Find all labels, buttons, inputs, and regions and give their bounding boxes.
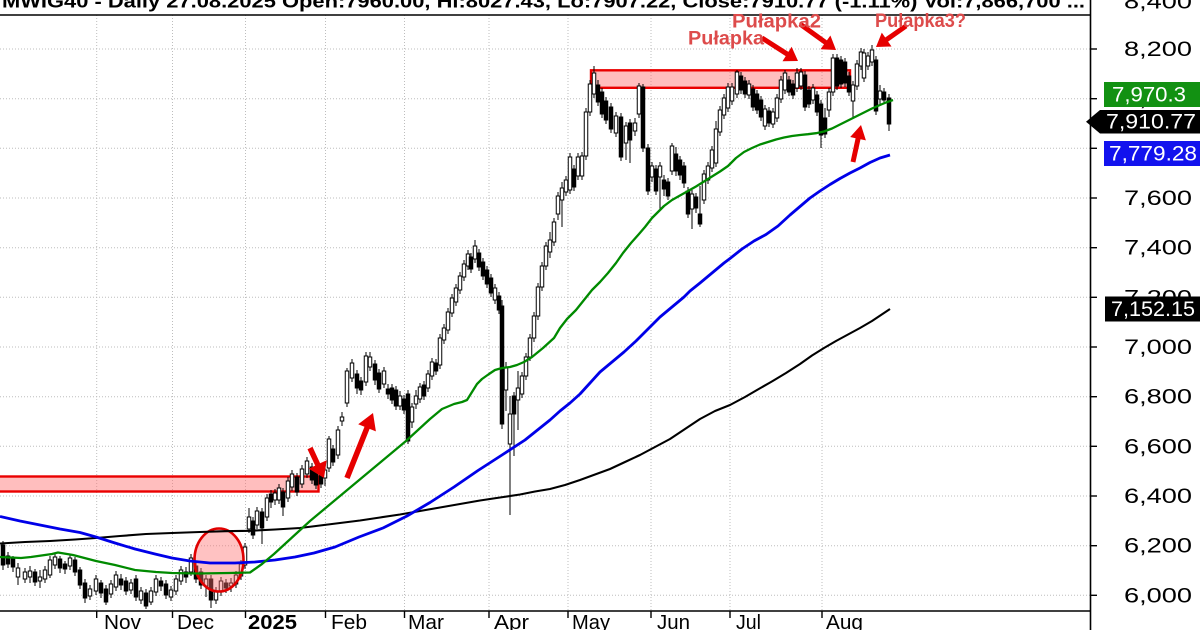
- svg-text:7,000: 7,000: [1124, 335, 1192, 359]
- svg-text:Pułapka3?: Pułapka3?: [875, 11, 966, 32]
- svg-text:7,400: 7,400: [1124, 236, 1192, 260]
- svg-text:6,200: 6,200: [1124, 534, 1192, 558]
- svg-text:Pułapka2: Pułapka2: [732, 12, 821, 33]
- svg-text:8,400: 8,400: [1124, 0, 1192, 14]
- svg-text:Mar: Mar: [408, 611, 444, 630]
- svg-text:Apr: Apr: [494, 611, 529, 630]
- svg-text:7,600: 7,600: [1124, 186, 1192, 210]
- svg-text:7,970.3: 7,970.3: [1112, 83, 1186, 107]
- svg-text:6,000: 6,000: [1124, 583, 1192, 607]
- svg-text:6,600: 6,600: [1124, 434, 1192, 458]
- svg-text:MWIG40 - Daily 27.08.2025 Open: MWIG40 - Daily 27.08.2025 Open:7960.00, …: [2, 0, 1085, 12]
- svg-text:6,800: 6,800: [1124, 385, 1192, 409]
- svg-text:Nov: Nov: [104, 611, 142, 630]
- svg-text:Dec: Dec: [177, 611, 214, 630]
- svg-text:Aug: Aug: [826, 611, 863, 630]
- svg-text:7,152.15: 7,152.15: [1111, 297, 1195, 321]
- svg-text:2025: 2025: [248, 611, 297, 630]
- svg-text:May: May: [572, 611, 611, 630]
- svg-text:7,779.28: 7,779.28: [1109, 142, 1197, 166]
- svg-text:8,200: 8,200: [1124, 37, 1192, 61]
- svg-text:6,400: 6,400: [1124, 484, 1192, 508]
- svg-text:Jul: Jul: [736, 611, 761, 630]
- svg-text:Jun: Jun: [657, 611, 690, 630]
- svg-text:Pułapka: Pułapka: [688, 29, 764, 50]
- svg-text:7,910.77: 7,910.77: [1106, 110, 1196, 134]
- svg-text:Feb: Feb: [331, 611, 367, 630]
